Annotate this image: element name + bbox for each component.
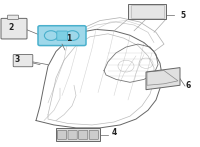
FancyBboxPatch shape [57,130,67,139]
Polygon shape [128,4,166,19]
FancyBboxPatch shape [38,26,86,46]
FancyBboxPatch shape [68,130,77,139]
Polygon shape [56,128,100,141]
Text: 4: 4 [112,128,117,137]
Text: 3: 3 [14,55,20,64]
FancyBboxPatch shape [79,130,88,139]
FancyBboxPatch shape [57,31,67,40]
FancyBboxPatch shape [13,55,33,67]
FancyBboxPatch shape [89,130,98,139]
Text: 2: 2 [8,23,14,32]
Polygon shape [146,68,180,90]
Text: 1: 1 [66,34,72,44]
FancyBboxPatch shape [1,18,27,39]
Text: 5: 5 [180,11,185,20]
Text: 6: 6 [185,81,190,91]
FancyBboxPatch shape [8,15,18,19]
